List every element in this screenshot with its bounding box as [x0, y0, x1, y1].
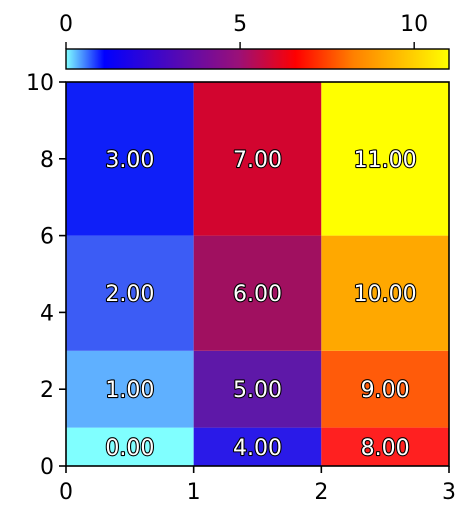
colorbar-tick-label: 0: [59, 12, 73, 37]
cell-value-label: 1.00: [105, 378, 154, 403]
heatmap-cell: [193, 235, 322, 351]
y-tick-label: 10: [26, 71, 54, 96]
cell-value-label: 2.00: [105, 282, 154, 307]
heatmap-cells: [66, 82, 449, 466]
axes: 0 1 2 3 0 2 4 6 8 10: [26, 71, 456, 505]
cell-value-label: 0.00: [105, 436, 154, 461]
cell-value-label: 7.00: [233, 148, 282, 173]
cell-labels: 0.00 4.00 8.00 1.00 5.00 9.00 2.00 6.00 10.00 3.0…: [104, 147, 418, 462]
cell-value-label: 8.00: [361, 436, 410, 461]
cell-value-label: 5.00: [233, 378, 282, 403]
cell-value-label: 11.00: [354, 148, 417, 173]
y-tick-label: 4: [40, 301, 54, 326]
heatmap-cell: [193, 427, 322, 466]
heatmap-cell: [321, 350, 449, 428]
heatmap-cell: [66, 350, 194, 428]
heatmap-cell: [321, 235, 449, 351]
cell-value-label: 10.00: [354, 282, 417, 307]
y-tick-label: 0: [40, 455, 54, 480]
cell-value-label: 6.00: [233, 282, 282, 307]
y-tick-label: 8: [40, 148, 54, 173]
x-tick-label: 3: [442, 480, 456, 505]
x-tick-label: 2: [314, 480, 328, 505]
x-tick-label: 1: [187, 480, 201, 505]
cell-value-label: 4.00: [233, 436, 282, 461]
heatmap-cell: [321, 82, 449, 236]
heatmap-cell: [66, 82, 194, 236]
colorbar: 0 5 10: [59, 12, 450, 70]
cell-value-label: 9.00: [361, 378, 410, 403]
cell-value-label: 3.00: [105, 148, 154, 173]
y-tick-label: 2: [40, 378, 54, 403]
y-tick-label: 6: [40, 225, 54, 250]
colorbar-gradient: [65, 48, 450, 70]
heatmap-cell: [66, 427, 194, 466]
plot-frame: [65, 81, 450, 467]
colorbar-tick-label: 5: [233, 12, 247, 37]
heatmap-cell: [193, 82, 322, 236]
colorbar-tick-label: 10: [400, 12, 428, 37]
heatmap-cell: [193, 350, 322, 428]
heatmap-cell: [66, 235, 194, 351]
x-tick-label: 0: [59, 480, 73, 505]
heatmap-cell: [321, 427, 449, 466]
